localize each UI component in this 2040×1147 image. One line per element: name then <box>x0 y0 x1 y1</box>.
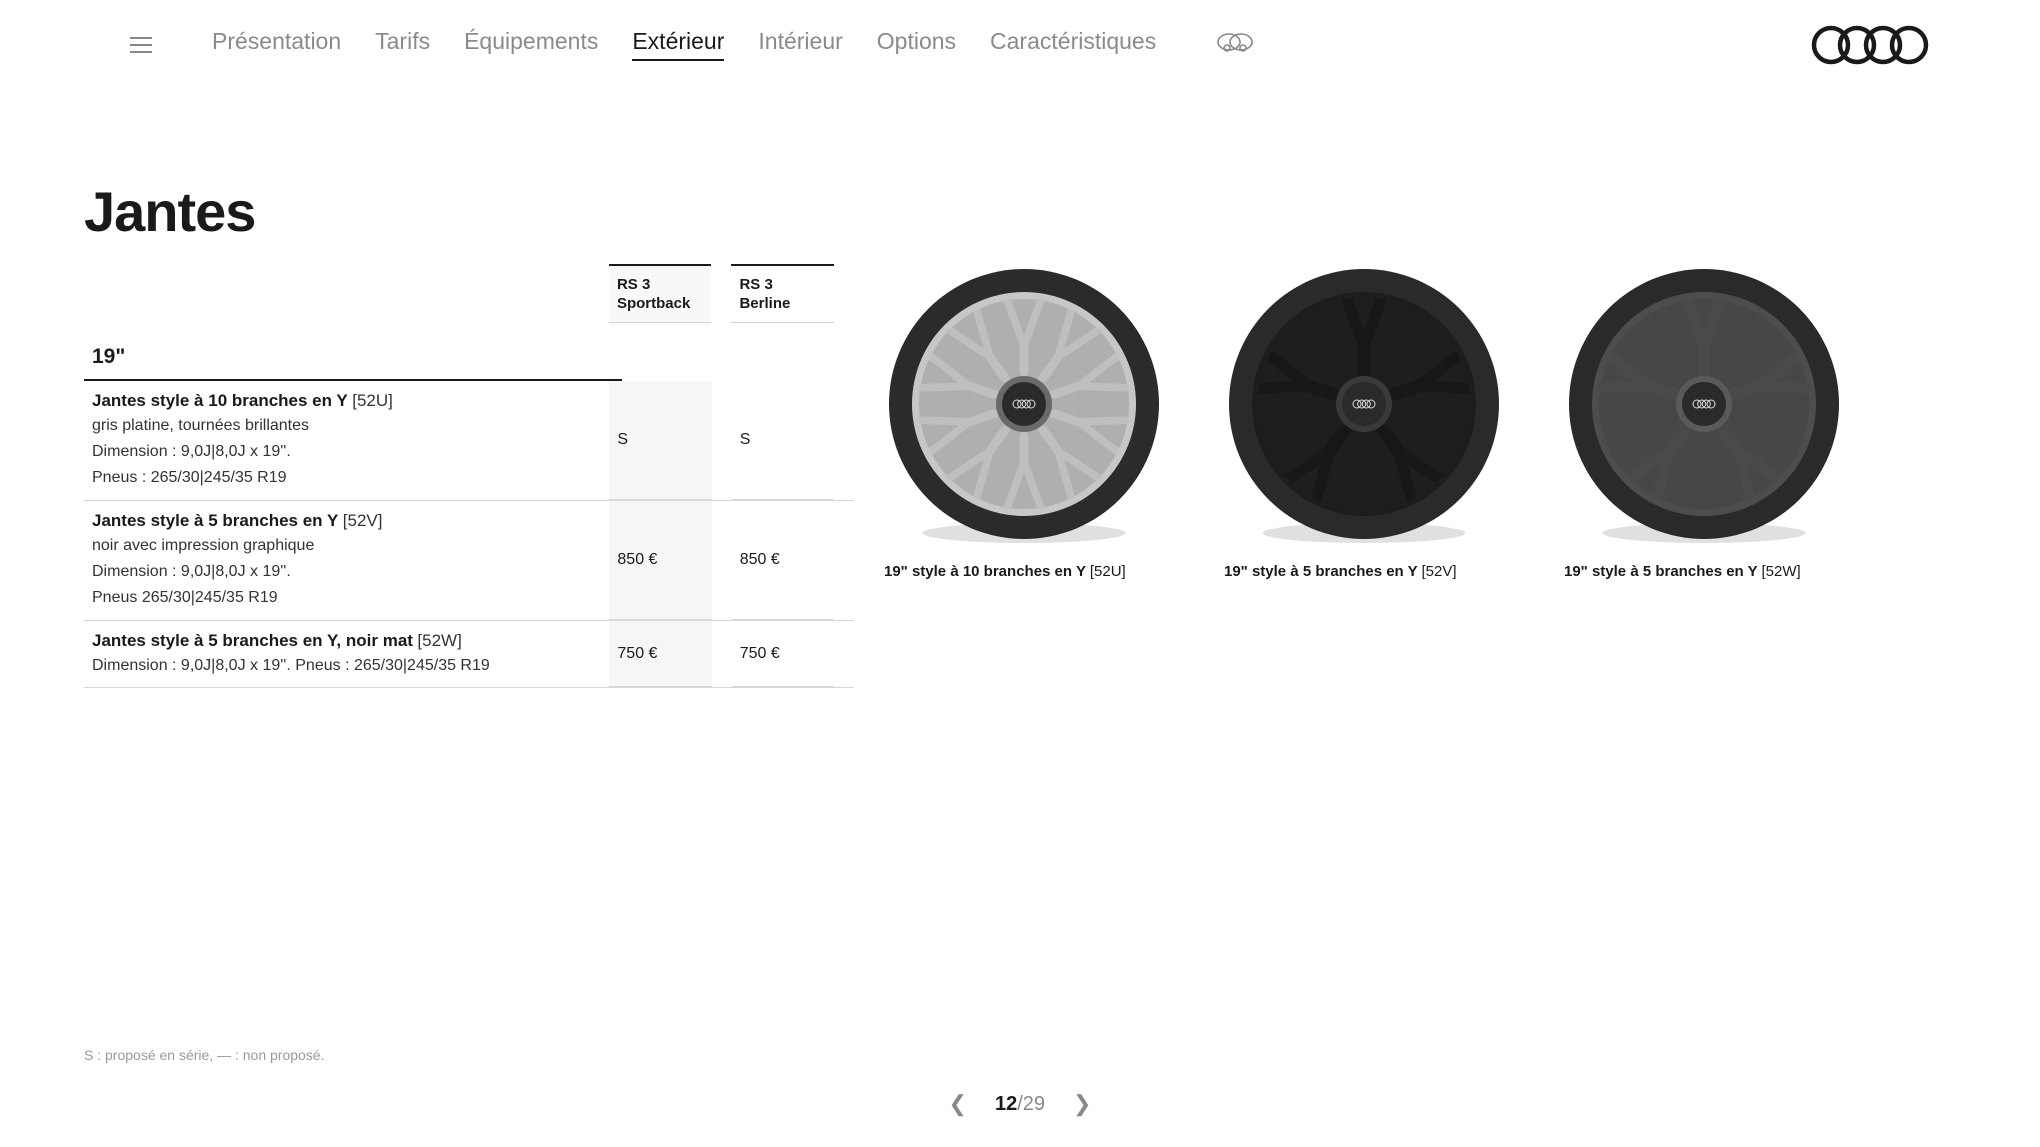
next-page-icon[interactable]: ❯ <box>1073 1091 1091 1117</box>
nav-item-caractéristiques[interactable]: Caractéristiques <box>990 28 1156 61</box>
page-indicator: 12/29 <box>995 1093 1045 1116</box>
wheel-caption: 19" style à 5 branches en Y [52V] <box>1224 563 1504 580</box>
footnote: S : proposé en série, — : non proposé. <box>84 1047 324 1063</box>
nav-item-extérieur[interactable]: Extérieur <box>632 28 724 61</box>
wheel-card[interactable]: 19" style à 5 branches en Y [52W] <box>1564 269 1844 688</box>
wheel-caption: 19" style à 10 branches en Y [52U] <box>884 563 1164 580</box>
menu-icon[interactable] <box>130 37 152 53</box>
table-row: Jantes style à 5 branches en Y, noir mat… <box>84 621 854 688</box>
wheel-image <box>884 269 1164 549</box>
column-header-sportback: RS 3 Sportback <box>609 264 712 323</box>
wheel-caption: 19" style à 5 branches en Y [52W] <box>1564 563 1844 580</box>
wheel-card[interactable]: 19" style à 5 branches en Y [52V] <box>1224 269 1504 688</box>
content: RS 3 Sportback RS 3 Berline 19" Jantes s… <box>0 264 2040 688</box>
audi-logo[interactable] <box>1810 24 1930 71</box>
wheels-table: RS 3 Sportback RS 3 Berline 19" Jantes s… <box>84 264 854 688</box>
main-nav: Présentation Tarifs Équipements Extérieur In… <box>212 28 1156 61</box>
column-header-berline: RS 3 Berline <box>731 264 834 323</box>
price-cell: 850 € <box>732 501 834 620</box>
nav-item-équipements[interactable]: Équipements <box>464 28 598 61</box>
price-cell: 750 € <box>609 621 711 687</box>
compare-icon[interactable] <box>1216 28 1254 61</box>
wheel-image <box>1224 269 1504 549</box>
price-cell: 750 € <box>732 621 834 687</box>
wheel-card[interactable]: 19" style à 10 branches en Y [52U] <box>884 269 1164 688</box>
nav-item-tarifs[interactable]: Tarifs <box>375 28 430 61</box>
page-title: Jantes <box>84 179 2040 244</box>
price-cell: S <box>732 381 834 500</box>
prev-page-icon[interactable]: ❮ <box>949 1091 967 1117</box>
wheel-image <box>1564 269 1844 549</box>
table-row: Jantes style à 10 branches en Y [52U]gri… <box>84 381 854 501</box>
size-heading: 19" <box>84 323 622 381</box>
nav-item-intérieur[interactable]: Intérieur <box>758 28 842 61</box>
pager: ❮ 12/29 ❯ <box>949 1091 1092 1117</box>
table-row: Jantes style à 5 branches en Y [52V]noir… <box>84 501 854 621</box>
nav-item-présentation[interactable]: Présentation <box>212 28 341 61</box>
nav-item-options[interactable]: Options <box>877 28 956 61</box>
price-cell: 850 € <box>609 501 711 620</box>
wheel-gallery: 19" style à 10 branches en Y [52U] 19" s… <box>884 269 1844 688</box>
header: Présentation Tarifs Équipements Extérieur In… <box>0 0 2040 89</box>
price-cell: S <box>609 381 711 500</box>
